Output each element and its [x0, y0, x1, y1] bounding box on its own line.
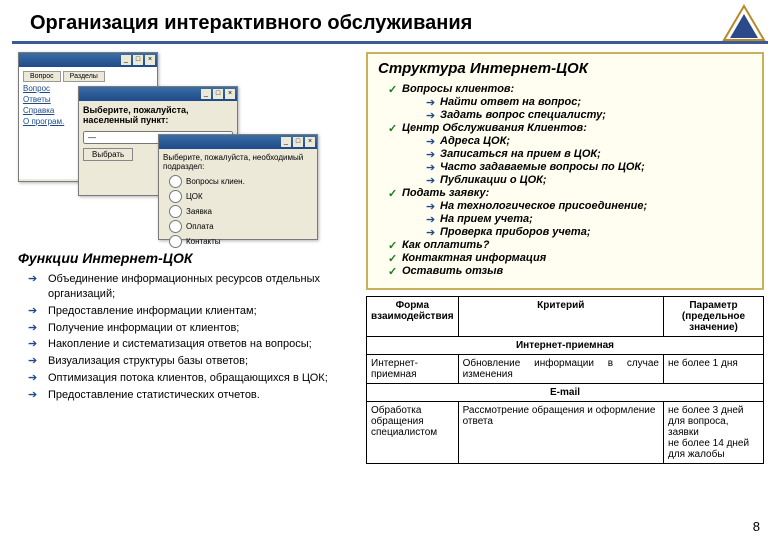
table-header: Критерий: [458, 297, 663, 337]
mock-window-3: _□× Выберите, пожалуйста, необходимый по…: [158, 134, 318, 240]
table-cell: не более 3 дней для вопроса, заявки не б…: [664, 402, 764, 464]
radio-option[interactable]: [169, 190, 182, 203]
tree-subitem: Публикации о ЦОК;: [426, 174, 752, 186]
table-cell: Обработка обращения специалистом: [367, 402, 459, 464]
table-cell: Интернет-приемная: [367, 355, 459, 384]
max-icon: □: [213, 89, 223, 99]
option-label: Заявка: [186, 207, 212, 216]
page-number: 8: [753, 519, 760, 534]
table-section: E-mail: [367, 384, 764, 402]
radio-option[interactable]: [169, 235, 182, 248]
option-label: Контакты: [186, 237, 221, 246]
close-icon: ×: [225, 89, 235, 99]
tree-subitem: Задать вопрос специалисту;: [426, 109, 752, 121]
screenshot-stack: _□× Вопрос Разделы Вопрос Ответы Справка…: [18, 52, 338, 242]
tree-subitem: На технологическое присоединение;: [426, 200, 752, 212]
max-icon: □: [293, 137, 303, 147]
tree-subitem: Адреса ЦОК;: [426, 135, 752, 147]
criteria-table: Форма взаимодействия Критерий Параметр (…: [366, 296, 764, 464]
list-item: Визуализация структуры базы ответов;: [34, 354, 358, 369]
tree-item: Центр Обслуживания Клиентов: Адреса ЦОК;…: [388, 122, 752, 186]
table-cell: Рассмотрение обращения и оформление отве…: [458, 402, 663, 464]
tree-subitem: Найти ответ на вопрос;: [426, 96, 752, 108]
radio-option[interactable]: [169, 220, 182, 233]
table-header: Форма взаимодействия: [367, 297, 459, 337]
tree-subitem: Записаться на прием в ЦОК;: [426, 148, 752, 160]
min-icon: _: [121, 55, 131, 65]
tree-subitem: Часто задаваемые вопросы по ЦОК;: [426, 161, 752, 173]
select-button[interactable]: Выбрать: [83, 148, 133, 161]
table-row: Обработка обращения специалистом Рассмот…: [367, 402, 764, 464]
tree-item: Контактная информация: [388, 252, 752, 264]
list-item: Оптимизация потока клиентов, обращающихс…: [34, 371, 358, 386]
close-icon: ×: [305, 137, 315, 147]
functions-list: Объединение информационных ресурсов отде…: [18, 272, 358, 403]
title-underline: [12, 41, 768, 44]
option-label: ЦОК: [186, 192, 203, 201]
list-item: Получение информации от клиентов;: [34, 321, 358, 336]
tree-item: Подать заявку: На технологическое присое…: [388, 187, 752, 238]
tab: Разделы: [63, 71, 105, 82]
tree-item: Вопросы клиентов: Найти ответ на вопрос;…: [388, 83, 752, 121]
option-label: Оплата: [186, 222, 214, 231]
tree-subitem: На прием учета;: [426, 213, 752, 225]
prompt-text: Выберите, пожалуйста, необходимый подраз…: [163, 153, 313, 171]
table-cell: не более 1 дня: [664, 355, 764, 384]
max-icon: □: [133, 55, 143, 65]
tree-subitem: Проверка приборов учета;: [426, 226, 752, 238]
min-icon: _: [201, 89, 211, 99]
min-icon: _: [281, 137, 291, 147]
structure-tree: Вопросы клиентов: Найти ответ на вопрос;…: [378, 83, 752, 277]
logo-icon: [720, 4, 768, 44]
table-header: Параметр (предельное значение): [664, 297, 764, 337]
radio-option[interactable]: [169, 175, 182, 188]
radio-option[interactable]: [169, 205, 182, 218]
structure-heading: Структура Интернет-ЦОК: [378, 60, 752, 77]
list-item: Предоставление статистических отчетов.: [34, 388, 358, 403]
table-cell: Обновление информации в случае изменения: [458, 355, 663, 384]
close-icon: ×: [145, 55, 155, 65]
list-item: Предоставление информации клиентам;: [34, 304, 358, 319]
tree-item: Как оплатить?: [388, 239, 752, 251]
list-item: Объединение информационных ресурсов отде…: [34, 272, 358, 302]
tree-item: Оставить отзыв: [388, 265, 752, 277]
functions-heading: Функции Интернет-ЦОК: [18, 250, 358, 266]
tab: Вопрос: [23, 71, 61, 82]
prompt-text: Выберите, пожалуйста, населенный пункт:: [83, 105, 233, 125]
structure-box: Структура Интернет-ЦОК Вопросы клиентов:…: [366, 52, 764, 290]
page-title: Организация интерактивного обслуживания: [0, 0, 780, 41]
option-label: Вопросы клиен.: [186, 177, 245, 186]
table-section: Интернет-приемная: [367, 337, 764, 355]
list-item: Накопление и систематизация ответов на в…: [34, 337, 358, 352]
table-row: Интернет-приемная Обновление информации …: [367, 355, 764, 384]
